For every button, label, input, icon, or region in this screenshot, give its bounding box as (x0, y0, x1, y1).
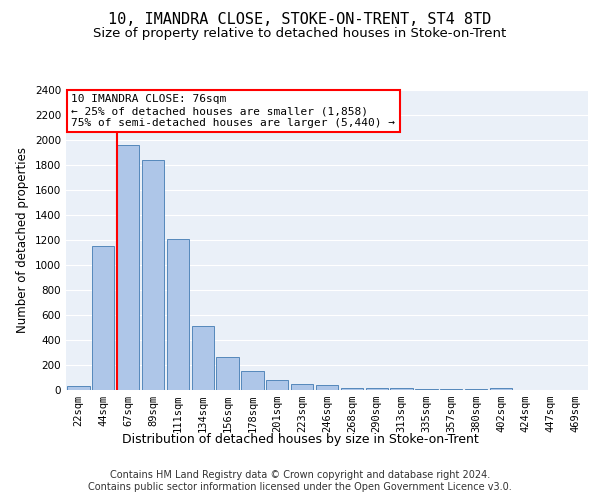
Bar (391, 388, 413, 390)
Bar (92, 246, 115, 390)
Bar (490, 388, 512, 390)
Text: 10, IMANDRA CLOSE, STOKE-ON-TRENT, ST4 8TD: 10, IMANDRA CLOSE, STOKE-ON-TRENT, ST4 8… (109, 12, 491, 28)
Bar (191, 326, 214, 390)
Bar (465, 389, 487, 390)
Bar (167, 239, 189, 390)
Text: Size of property relative to detached houses in Stoke-on-Trent: Size of property relative to detached ho… (94, 28, 506, 40)
Bar (415, 389, 437, 390)
Bar (266, 380, 289, 390)
Bar (117, 145, 139, 390)
Bar (241, 370, 263, 390)
Bar (365, 388, 388, 390)
Bar (316, 385, 338, 390)
Text: Distribution of detached houses by size in Stoke-on-Trent: Distribution of detached houses by size … (122, 432, 478, 446)
Bar (341, 388, 363, 390)
Bar (291, 384, 313, 390)
Bar (67, 386, 89, 390)
Text: Contains public sector information licensed under the Open Government Licence v3: Contains public sector information licen… (88, 482, 512, 492)
Y-axis label: Number of detached properties: Number of detached properties (16, 147, 29, 333)
Text: 10 IMANDRA CLOSE: 76sqm
← 25% of detached houses are smaller (1,858)
75% of semi: 10 IMANDRA CLOSE: 76sqm ← 25% of detache… (71, 94, 395, 128)
Bar (440, 389, 463, 390)
Bar (142, 160, 164, 390)
Text: Contains HM Land Registry data © Crown copyright and database right 2024.: Contains HM Land Registry data © Crown c… (110, 470, 490, 480)
Bar (217, 357, 239, 390)
